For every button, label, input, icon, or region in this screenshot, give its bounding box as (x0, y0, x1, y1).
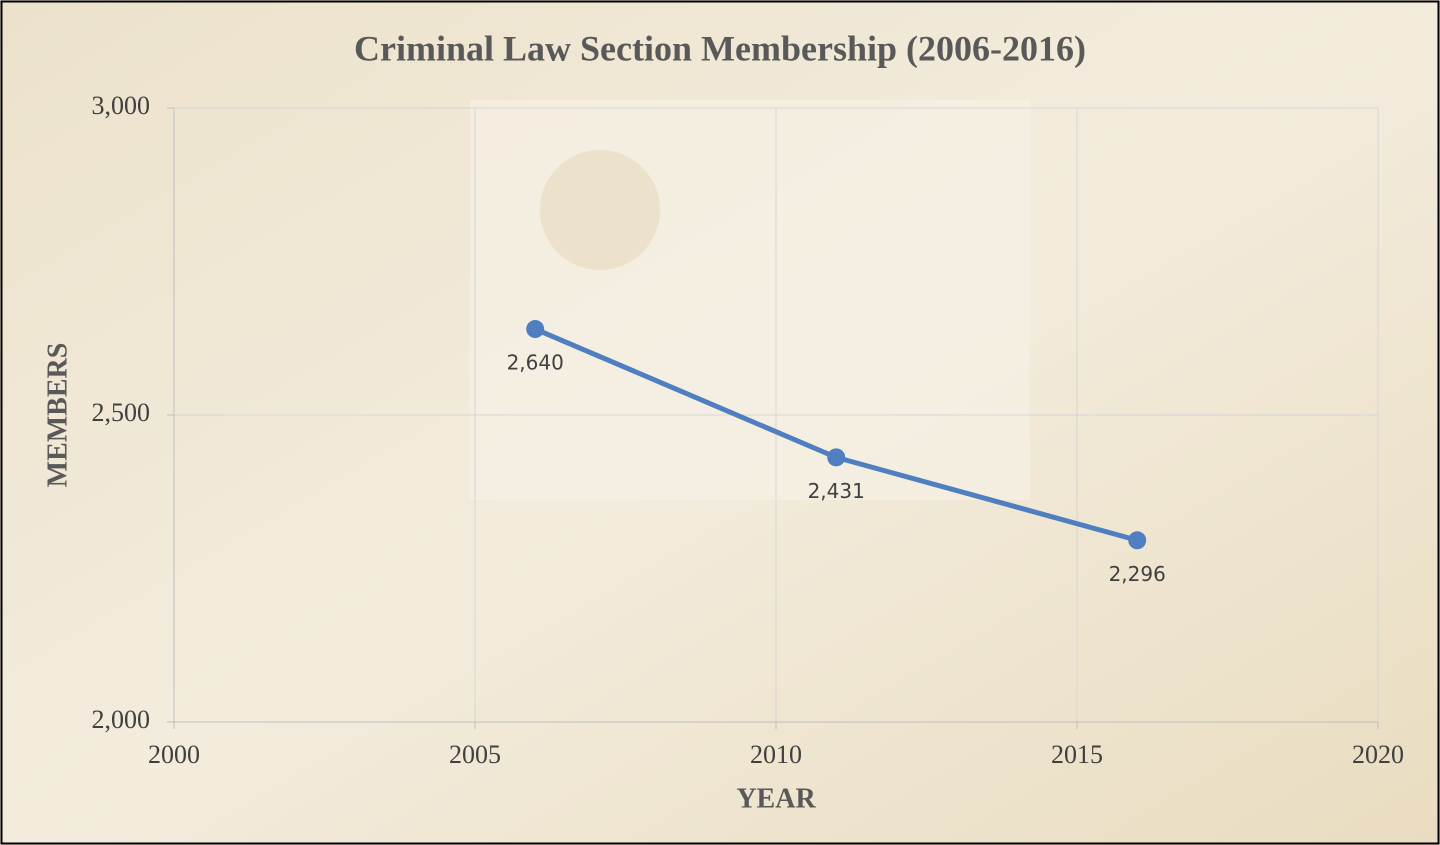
x-tick-label: 2015 (1051, 740, 1103, 769)
y-tick-label: 3,000 (92, 91, 151, 120)
x-tick-label: 2005 (449, 740, 501, 769)
data-label: 2,640 (507, 351, 564, 375)
marker (827, 448, 846, 467)
y-axis-label: MEMBERS (42, 343, 73, 488)
marker (1128, 531, 1147, 550)
y-tick-label: 2,000 (92, 705, 151, 734)
data-label: 2,296 (1109, 562, 1166, 586)
x-axis-label: YEAR (736, 783, 816, 814)
background-shape (540, 150, 660, 270)
background-shape (470, 100, 1030, 500)
marker (526, 320, 545, 339)
data-label: 2,431 (808, 479, 865, 503)
x-tick-label: 2010 (750, 740, 802, 769)
y-tick-label: 2,500 (92, 398, 151, 427)
x-tick-label: 2000 (148, 740, 200, 769)
x-tick-label: 2020 (1352, 740, 1404, 769)
chart-title: Criminal Law Section Membership (2006-20… (354, 28, 1086, 68)
